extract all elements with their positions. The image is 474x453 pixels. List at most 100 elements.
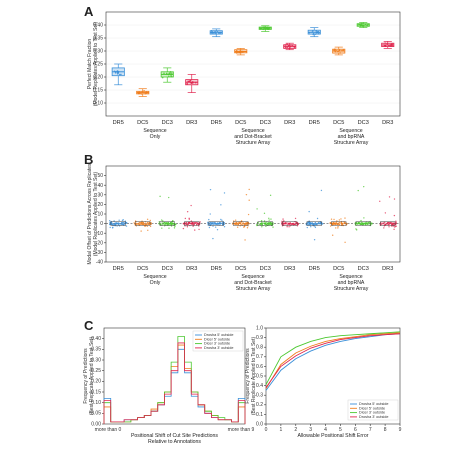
panel-b-point <box>243 223 245 225</box>
panel-a-ytick-label: 0.10 <box>93 101 103 107</box>
panel-b-point <box>263 222 265 225</box>
panel-c-right-ytick-label: 0.8 <box>256 345 263 351</box>
panel-c-right-legend-label: Dicer 5' outside <box>359 406 385 410</box>
panel-b-point <box>149 225 152 228</box>
panel-c-right-xtick-label: 5 <box>339 427 342 433</box>
panel-b-point <box>187 223 189 225</box>
panel-b-point <box>235 221 238 224</box>
panel-a-point <box>293 46 296 49</box>
panel-b-point <box>332 223 334 226</box>
panel-b-group-label: and bpRNA <box>338 280 365 286</box>
panel-a-point <box>170 75 173 78</box>
panel-a-point <box>116 70 119 72</box>
panel-b-point <box>144 225 146 227</box>
panel-b-point <box>270 222 272 224</box>
panel-b-point <box>248 188 250 191</box>
panel-a-point <box>187 80 189 83</box>
panel-b-ylabel: Modal Offset of Predictions Across Repli… <box>87 163 93 265</box>
panel-b-point <box>115 222 117 225</box>
panel-b-point <box>261 226 263 228</box>
panel-a-point <box>389 45 392 47</box>
panel-a-point <box>289 46 291 49</box>
panel-b-point <box>220 218 222 221</box>
panel-c-right-xtick-label: 2 <box>294 427 297 433</box>
panel-b-point <box>149 219 152 222</box>
panel-b-point <box>282 218 284 220</box>
panel-b-point <box>223 226 226 228</box>
panel-b-category-label: DC3 <box>162 266 173 272</box>
panel-b-category-label: DC3 <box>358 266 369 272</box>
panel-b-point <box>388 196 391 198</box>
panel-a-point <box>163 72 165 75</box>
panel-b-point <box>336 220 338 222</box>
panel-a-point <box>214 30 216 33</box>
panel-b-point <box>320 189 323 192</box>
panel-b-point <box>163 221 166 224</box>
panel-b-point <box>159 195 161 198</box>
panel-a-point <box>138 92 140 94</box>
panel-b-point <box>168 227 170 229</box>
panel-a-point <box>384 45 387 47</box>
panel-b-group-label: Sequence <box>143 274 166 280</box>
panel-b-point <box>186 226 189 228</box>
panel-b-point <box>333 223 336 225</box>
panel-b-ytick-label: 30 <box>97 192 103 198</box>
panel-b-point <box>239 222 242 225</box>
panel-b-point <box>172 222 174 225</box>
panel-b-point <box>211 222 213 225</box>
panel-a-ylabel-2: (Model Replicates Applied to Test Set) <box>93 21 99 106</box>
panel-b-point <box>120 224 122 226</box>
panel-b-box <box>159 221 175 226</box>
panel-b-point <box>331 234 334 236</box>
panel-a-point <box>286 46 289 49</box>
panel-a-category-label: DC5 <box>333 120 344 126</box>
panel-b-point <box>209 222 211 224</box>
panel-b-point <box>338 219 341 221</box>
panel-b-point <box>340 223 343 225</box>
panel-c-right-ylabel-2: (Best Replicate Applied to Test Set) <box>251 337 257 416</box>
panel-b-point <box>162 220 164 222</box>
panel-b-point <box>219 222 221 225</box>
panel-c-right-ytick-label: 0.1 <box>256 412 263 418</box>
panel-b-point <box>383 227 385 229</box>
panel-a-point <box>145 91 148 94</box>
panel-b-point <box>357 189 359 192</box>
panel-a-category-label: DC3 <box>358 120 369 126</box>
panel-a-category-label: DR5 <box>113 120 124 126</box>
panel-a-point <box>211 32 214 34</box>
panel-b-point <box>171 222 173 225</box>
panel-b-point <box>263 220 266 222</box>
panel-b-point <box>161 222 163 224</box>
panel-b-point <box>343 222 346 225</box>
panel-a-point <box>120 73 122 76</box>
panel-c-left-xlabel: Positional Shift of Cut Site Predictions <box>131 433 218 439</box>
panel-b-point <box>124 223 126 225</box>
panel-a-point <box>366 24 369 27</box>
panel-a-point <box>364 23 367 26</box>
panel-c-left-ytick-label: 0.35 <box>91 347 101 353</box>
panel-b-point <box>333 218 335 221</box>
panel-a-point <box>342 49 345 51</box>
panel-b-point <box>223 192 226 194</box>
panel-a-category-label: DC5 <box>137 120 148 126</box>
panel-c-left-legend-label: Drosha 3' outside <box>204 346 233 350</box>
panel-b-point <box>140 230 142 232</box>
panel-b-point <box>337 225 339 228</box>
panel-c-right-ytick-label: 0.0 <box>256 421 263 427</box>
panel-b-box <box>355 221 371 226</box>
panel-c-right-xtick-label: 6 <box>354 427 357 433</box>
panel-c-left-legend-label: Dicer 3' outside <box>204 342 230 346</box>
panel-c-left-ytick-label: 0.05 <box>91 411 101 417</box>
panel-c-right-series-line <box>265 333 401 388</box>
panel-b-point <box>199 221 201 223</box>
panel-b-box <box>306 221 322 226</box>
panel-a-point <box>337 50 339 53</box>
panel-c-right-xtick-label: 3 <box>309 427 312 433</box>
panel-a-ytick-label: 0.15 <box>93 88 103 94</box>
panel-b-point <box>286 226 288 228</box>
panel-b-point <box>316 217 319 220</box>
panel-a-point <box>186 83 188 86</box>
panel-b-point <box>146 225 149 227</box>
panel-c-right-legend-label: Drosha 3' outside <box>359 415 388 419</box>
panel-b-point <box>288 226 290 228</box>
